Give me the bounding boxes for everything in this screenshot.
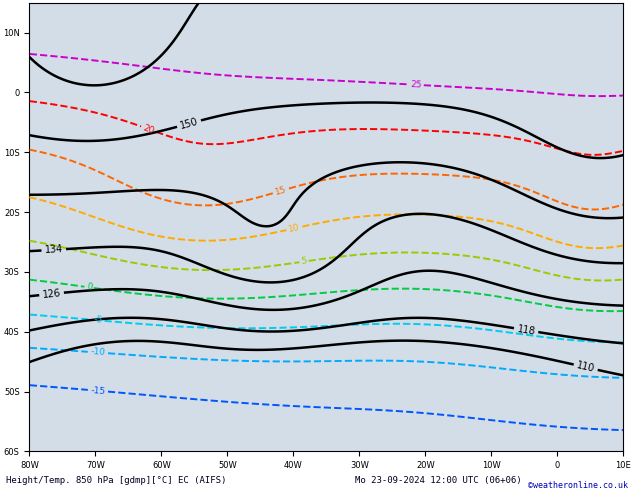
Text: 126: 126 (42, 288, 61, 300)
Text: 10: 10 (288, 222, 301, 234)
Text: 15: 15 (275, 185, 288, 197)
Text: -5: -5 (93, 316, 103, 325)
Text: 150: 150 (179, 116, 199, 131)
Text: ©weatheronline.co.uk: ©weatheronline.co.uk (527, 481, 628, 490)
Text: -15: -15 (90, 386, 106, 396)
Text: 142: 142 (7, 190, 25, 200)
Text: -10: -10 (90, 347, 106, 358)
Text: 134: 134 (44, 244, 63, 255)
Text: 5: 5 (301, 257, 307, 267)
Text: Mo 23-09-2024 12:00 UTC (06+06): Mo 23-09-2024 12:00 UTC (06+06) (355, 476, 522, 485)
Text: 0: 0 (86, 283, 93, 292)
Text: 25: 25 (410, 80, 422, 90)
Text: 118: 118 (516, 324, 536, 337)
Text: 20: 20 (142, 123, 155, 135)
Text: Height/Temp. 850 hPa [gdmp][°C] EC (AIFS): Height/Temp. 850 hPa [gdmp][°C] EC (AIFS… (6, 476, 227, 485)
Text: 158: 158 (0, 13, 14, 34)
Text: 110: 110 (576, 360, 596, 374)
